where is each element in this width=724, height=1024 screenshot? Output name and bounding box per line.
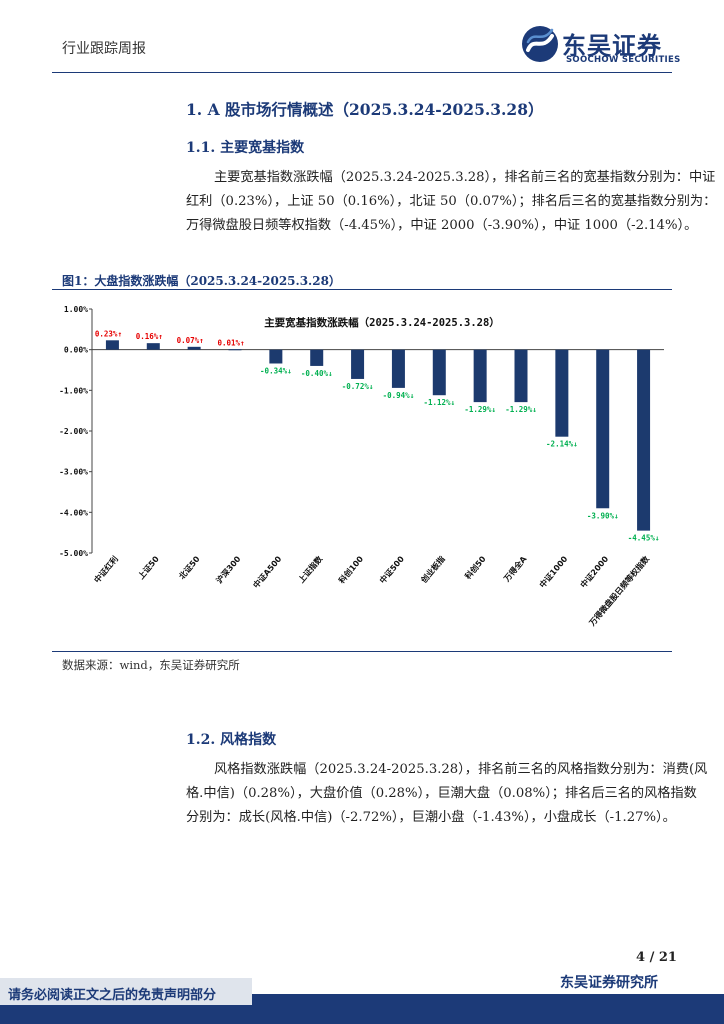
bar xyxy=(105,340,119,350)
bar xyxy=(269,349,283,364)
bar xyxy=(596,349,610,509)
header-divider xyxy=(52,72,672,73)
y-tick-label: -1.00% xyxy=(59,386,88,395)
figure-caption: 图1：大盘指数涨跌幅（2025.3.24-2025.3.28） xyxy=(62,274,341,288)
y-tick-label: -4.00% xyxy=(59,508,88,517)
section-1-1-paragraph: 主要宽基指数涨跌幅（2025.3.24-2025.3.28），排名前三名的宽基指… xyxy=(186,166,716,238)
data-label: -2.14%↓ xyxy=(546,440,578,449)
figure-top-rule xyxy=(52,289,672,290)
logo-chinese-text: 东吴证券 xyxy=(562,32,662,60)
index-change-bar-chart: 主要宽基指数涨跌幅（2025.3.24-2025.3.28） 1.00% 0.00… xyxy=(59,305,664,628)
bar xyxy=(310,349,324,366)
paragraph-line: 万得微盘股日频等权指数（-4.45%），中证 2000（-3.90%），中证 1… xyxy=(186,218,698,233)
y-tick-label: -5.00% xyxy=(59,549,88,558)
x-tick-label: 中证2000 xyxy=(578,554,611,590)
bar xyxy=(555,349,569,437)
section-1-2-title: 1.2. 风格指数 xyxy=(186,732,277,748)
paragraph-line: 主要宽基指数涨跌幅（2025.3.24-2025.3.28），排名前三名的宽基指… xyxy=(214,170,716,185)
x-tick-label: 中证1000 xyxy=(537,554,570,590)
x-tick-label: 中证红利 xyxy=(92,554,120,585)
paragraph-line: 格.中信)（0.28%），大盘价值（0.28%），巨潮大盘（0.08%）；排名后… xyxy=(186,786,697,801)
x-tick-label: 上证指数 xyxy=(296,553,325,585)
soochow-logo-icon xyxy=(522,26,558,62)
x-tick-label: 沪深300 xyxy=(214,554,243,586)
paragraph-line: 风格指数涨跌幅（2025.3.24-2025.3.28），排名前三名的风格指数分… xyxy=(214,762,708,777)
section-1-title: 1. A 股市场行情概述（2025.3.24-2025.3.28） xyxy=(186,100,544,119)
x-tick-label: 北证50 xyxy=(177,554,202,582)
data-label: -4.45%↓ xyxy=(628,534,660,543)
x-tick-label: 创业板指 xyxy=(418,554,447,586)
paragraph-line: 红利（0.23%），上证 50（0.16%），北证 50（0.07%）；排名后三… xyxy=(186,194,717,209)
bar xyxy=(187,346,201,350)
bar xyxy=(473,349,487,403)
data-label: -0.40%↓ xyxy=(301,369,333,378)
data-label: -0.72%↓ xyxy=(342,382,374,391)
bar xyxy=(351,349,365,379)
data-label: -0.34%↓ xyxy=(260,366,292,375)
x-tick-label: 中证A500 xyxy=(251,554,284,591)
x-tick-label: 上证50 xyxy=(136,554,161,582)
x-tick-label: 万得全A xyxy=(501,553,529,584)
data-label: -1.29%↓ xyxy=(505,405,537,414)
y-tick-label: -2.00% xyxy=(59,427,88,436)
section-1-1-title: 1.1. 主要宽基指数 xyxy=(186,140,305,156)
y-tick-label: -3.00% xyxy=(59,468,88,477)
data-label: 0.01%↑ xyxy=(217,338,244,347)
data-label: -3.90%↓ xyxy=(587,511,619,520)
x-tick-label: 科创50 xyxy=(463,554,488,582)
y-tick-label: 0.00% xyxy=(64,346,88,355)
bar xyxy=(228,349,242,351)
bar xyxy=(391,349,405,388)
data-label: -1.29%↓ xyxy=(464,405,496,414)
x-tick-label: 中证500 xyxy=(377,554,406,586)
footer-organization: 东吴证券研究所 xyxy=(560,975,658,991)
data-label: 0.16%↑ xyxy=(136,332,163,341)
footer-disclaimer: 请务必阅读正文之后的免责声明部分 xyxy=(8,988,217,1003)
logo-english-text: SOOCHOW SECURITIES xyxy=(566,55,681,65)
chart-title: 主要宽基指数涨跌幅（2025.3.24-2025.3.28） xyxy=(264,316,500,329)
report-type-label: 行业跟踪周报 xyxy=(62,41,146,57)
section-1-2-paragraph: 风格指数涨跌幅（2025.3.24-2025.3.28），排名前三名的风格指数分… xyxy=(186,758,707,830)
data-label: 0.07%↑ xyxy=(177,336,204,345)
bar xyxy=(146,343,160,350)
footer-disclaimer-box xyxy=(0,978,252,1005)
data-label: -1.12%↓ xyxy=(423,398,455,407)
figure-bottom-rule xyxy=(52,651,672,652)
x-tick-label: 科创100 xyxy=(336,554,365,586)
data-label: 0.23%↑ xyxy=(95,329,122,338)
bar xyxy=(432,349,446,396)
bar xyxy=(514,349,528,403)
bar xyxy=(637,349,651,531)
y-tick-label: 1.00% xyxy=(64,305,88,314)
data-label: -0.94%↓ xyxy=(383,391,415,400)
page-number: 4 / 21 xyxy=(636,950,677,965)
paragraph-line: 分别为：成长(风格.中信)（-2.72%），巨潮小盘（-1.43%），小盘成长（… xyxy=(186,810,676,825)
figure-source: 数据来源：wind，东吴证券研究所 xyxy=(62,658,240,672)
